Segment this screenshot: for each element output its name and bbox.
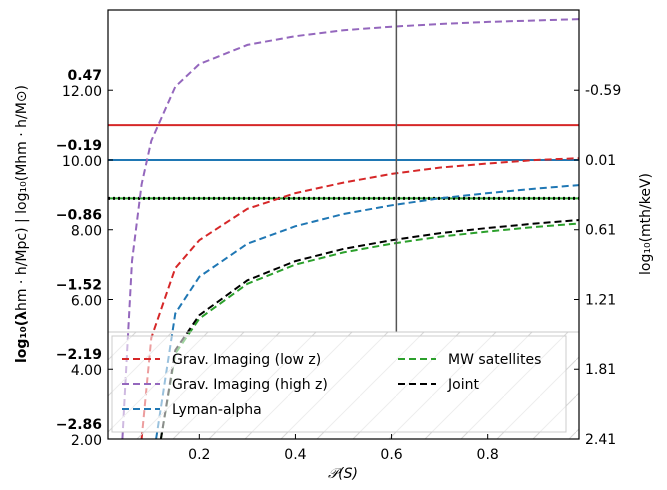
x-tick-label: 0.6 [380,447,402,463]
right-tick-label: 1.81 [585,362,616,378]
right-axis-label: log₁₀(mth/keV) [638,173,654,275]
legend: Grav. Imaging (low z) Grav. Imaging (high… [107,331,580,440]
left-tick-label: 8.00 [71,224,102,240]
left-tick-label-bold: 0.47 [67,68,102,84]
right-tick-label: 1.21 [585,292,616,308]
x-tick-label: 0.8 [477,447,499,463]
series-line-2 [155,184,579,439]
series-line-3 [159,222,579,439]
left-tick-label: 12.00 [62,84,102,100]
right-tick-label: -0.59 [585,83,621,99]
legend-box [111,335,567,433]
x-axis-label: 𝒫(S) [328,466,358,482]
left-tick-label: 6.00 [71,293,102,309]
series-line-4 [159,219,579,439]
right-tick-label: 0.61 [585,223,616,239]
series-curves [121,18,579,439]
left-axis-label-bold: log₁₀(λ [14,311,30,363]
right-tick-label: 0.01 [585,153,616,169]
left-tick-label: 4.00 [71,363,102,379]
left-axis-ticks: −2.862.00 −2.194.00 −1.526.00 −0.868.00 −0.1… [56,68,113,449]
plot-frame [107,9,580,440]
left-tick-label: 2.00 [71,433,102,449]
right-tick-label: 2.41 [585,432,616,448]
left-tick-label-bold: −2.19 [56,347,102,363]
legend-items: Grav. Imaging (low z) Grav. Imaging (high… [122,352,541,418]
legend-label: Grav. Imaging (low z) [172,352,321,368]
left-tick-label-bold: −2.86 [56,417,102,433]
left-axis-label-rest: hm · h/Mpc) | log₁₀(Mhm · h/M⊙) [14,85,30,311]
x-axis-ticks: 0.2 0.4 0.6 0.8 [188,434,499,463]
horizontal-constraint-lines [108,124,579,200]
legend-label: MW satellites [448,352,541,368]
left-tick-label-bold: −0.19 [56,138,102,154]
plot-area [108,10,579,439]
series-line-1 [121,18,579,439]
series-line-0 [140,157,579,439]
left-tick-label: 10.00 [62,154,102,170]
legend-label: Lyman-alpha [172,402,262,418]
right-axis-ticks: 2.41 1.81 1.21 0.61 0.01 -0.59 [574,83,621,448]
left-tick-label-bold: −0.86 [56,208,102,224]
x-tick-label: 0.4 [284,447,306,463]
legend-label: Grav. Imaging (high z) [172,377,328,393]
x-tick-label: 0.2 [188,447,210,463]
legend-label: Joint [447,377,479,393]
left-axis-label: log₁₀(λhm · h/Mpc) | log₁₀(Mhm · h/M⊙) [14,85,30,363]
left-tick-label-bold: −1.52 [56,277,102,293]
